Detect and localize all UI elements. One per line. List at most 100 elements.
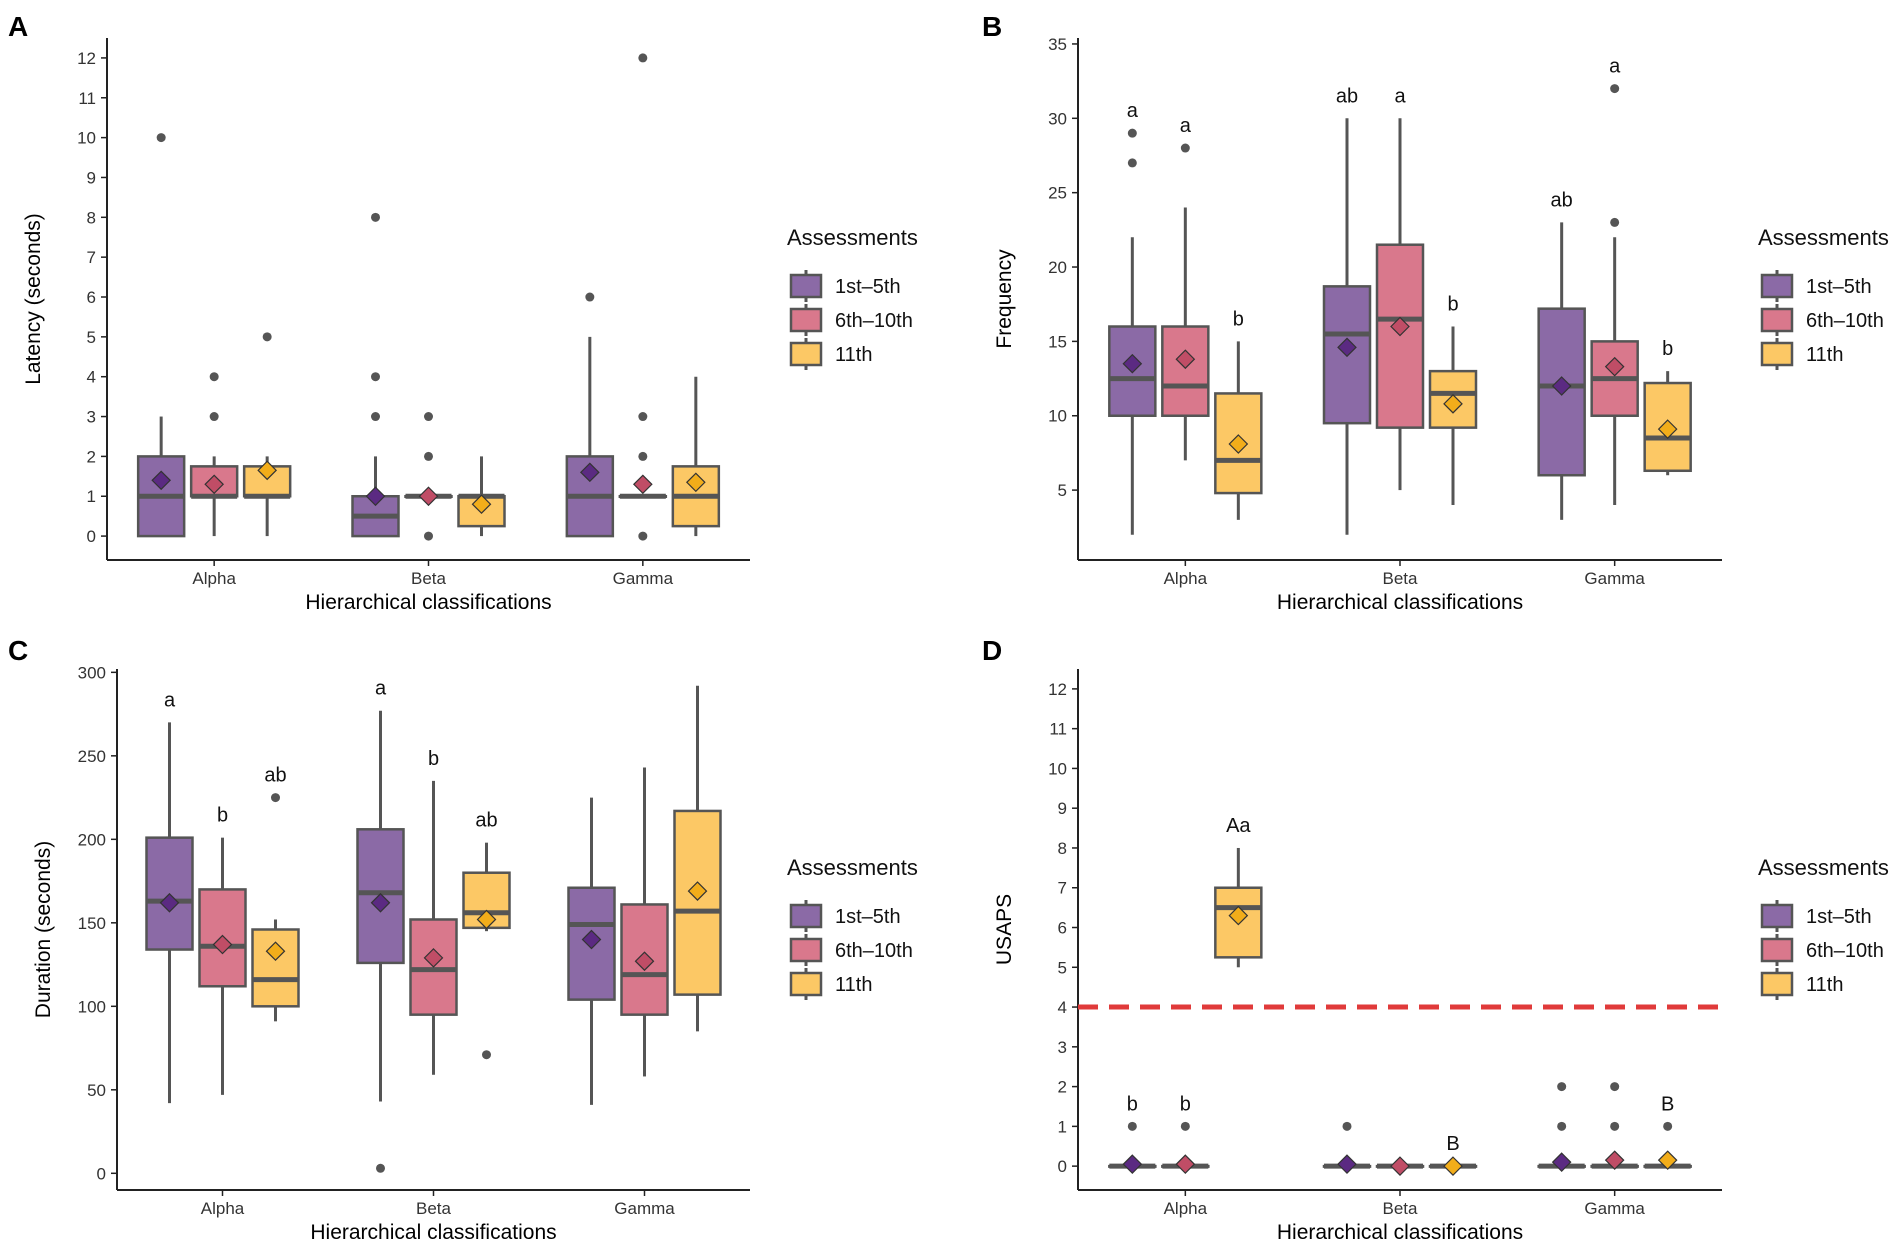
x-tick-label: Beta [1383, 1199, 1419, 1218]
legend-key [789, 273, 823, 299]
y-tick-label: 5 [1058, 481, 1067, 500]
y-axis-title: USAPS [993, 894, 1016, 965]
mean-marker [685, 472, 706, 493]
mean-marker [1337, 337, 1357, 358]
y-tick-label: 25 [1048, 184, 1067, 203]
x-tick-label: Alpha [192, 569, 236, 588]
y-tick-label: 12 [1048, 680, 1067, 699]
significance-letter: ab [1336, 85, 1358, 107]
mean-marker [1122, 353, 1143, 374]
mean-marker [1337, 1154, 1357, 1174]
legend: Assessments 1st–5th 6th–10th 11th [1758, 855, 1889, 1000]
x-tick-label: Gamma [1584, 1199, 1645, 1218]
box-gamma-s1 [1537, 1082, 1586, 1173]
significance-letter: b [1447, 294, 1458, 316]
legend-title: Assessments [1758, 855, 1889, 880]
box-alpha-s3: ab [251, 765, 300, 1022]
mean-marker [1443, 1156, 1463, 1176]
legend-item-label: 6th–10th [1806, 940, 1884, 962]
outlier-point [638, 53, 648, 63]
y-tick-label: 4 [87, 368, 96, 387]
box-gamma-s3 [673, 685, 722, 1032]
mean-marker [418, 486, 439, 507]
y-tick-label: 30 [1048, 109, 1067, 128]
box-beta-s2 [404, 412, 453, 541]
panel-c: C 0 50 100 150 200 250 300 Alpha Beta Gamma Hierarc… [8, 635, 918, 1244]
legend-key [789, 341, 823, 367]
y-tick-label: 6 [1058, 919, 1067, 938]
y-tick-label: 4 [1058, 998, 1067, 1017]
significance-letter: b [428, 748, 439, 770]
box-beta-s1: ab [1322, 85, 1372, 535]
x-axis-title: Hierarchical classifications [1277, 1221, 1523, 1244]
x-axis-title: Hierarchical classifications [305, 591, 551, 614]
x-tick-label: Alpha [201, 1199, 245, 1218]
legend-item-label: 11th [1806, 344, 1843, 366]
mean-marker [476, 909, 497, 930]
significance-letter: B [1661, 1093, 1674, 1115]
y-tick-label: 5 [87, 328, 96, 347]
outlier-point [262, 332, 272, 342]
panel-label: C [8, 635, 28, 666]
box-body [409, 918, 458, 1016]
mean-marker [1390, 1156, 1410, 1176]
legend-key [789, 903, 823, 929]
y-tick-label: 9 [1058, 799, 1067, 818]
box-alpha-s3: b [1214, 308, 1263, 520]
legend-item-label: 11th [835, 974, 872, 996]
box-alpha-s1 [136, 133, 186, 538]
box-beta-s1 [351, 212, 400, 538]
y-tick-label: 100 [78, 997, 106, 1016]
outlier-point [482, 1050, 491, 1060]
box-gamma-s1: ab [1537, 189, 1586, 520]
box-beta-s2: b [409, 748, 458, 1075]
significance-letter: B [1446, 1133, 1459, 1155]
legend-key [1760, 307, 1794, 333]
mean-marker [1122, 1154, 1143, 1174]
outlier-point [1127, 1121, 1137, 1131]
panel-label: A [8, 11, 28, 42]
legend-title: Assessments [1758, 225, 1889, 250]
legend-key [1760, 341, 1794, 367]
significance-letter: Aa [1226, 815, 1251, 837]
y-tick-label: 3 [87, 408, 96, 427]
box-gamma-s2: a [1590, 56, 1639, 505]
box-alpha-s2 [189, 372, 239, 537]
outlier-point [209, 412, 219, 422]
mean-marker [1604, 1150, 1625, 1171]
outlier-point [1610, 1082, 1620, 1092]
outlier-point [638, 451, 648, 461]
y-tick-label: 2 [1058, 1078, 1067, 1097]
legend-item-label: 6th–10th [835, 310, 913, 332]
outlier-point [1610, 84, 1620, 94]
mean-marker [634, 951, 655, 972]
mean-marker [1228, 434, 1249, 454]
outlier-point [1127, 158, 1137, 168]
box-gamma-s2 [1590, 1082, 1639, 1171]
mean-marker [151, 470, 172, 491]
y-tick-label: 9 [87, 168, 96, 187]
mean-marker [1390, 316, 1410, 337]
legend: Assessments 1st–5th 6th–10th 11th [787, 855, 918, 1000]
y-tick-label: 8 [1058, 839, 1067, 858]
mean-marker [632, 474, 653, 495]
outlier-point [1557, 1121, 1567, 1131]
box-alpha-s2: b [1161, 1093, 1210, 1174]
y-tick-label: 35 [1048, 35, 1067, 54]
mean-marker [1604, 356, 1625, 377]
box-body [1161, 325, 1210, 417]
significance-letter: a [164, 689, 176, 711]
y-tick-label: 250 [78, 747, 106, 766]
box-alpha-s1: a [145, 689, 194, 1104]
x-tick-label: Gamma [614, 1199, 675, 1218]
y-tick-label: 15 [1048, 332, 1067, 351]
y-axis-title: Latency (seconds) [22, 213, 45, 385]
y-tick-label: 10 [1048, 759, 1067, 778]
significance-letter: b [217, 805, 228, 827]
y-tick-label: 1 [1058, 1117, 1067, 1136]
y-tick-label: 150 [78, 914, 106, 933]
x-tick-label: Beta [1383, 569, 1419, 588]
legend-key [789, 937, 823, 963]
legend-title: Assessments [787, 855, 918, 880]
